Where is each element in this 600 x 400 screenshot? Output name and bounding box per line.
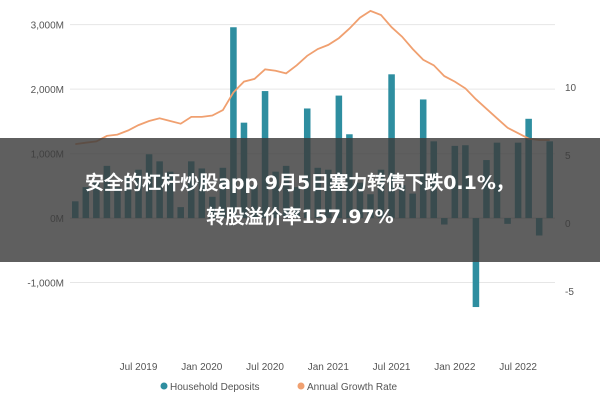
x-tick-label: Jan 2022 — [434, 362, 476, 373]
headline-line-2: 转股溢价率157.97% — [206, 206, 394, 228]
legend-marker-annual-growth-rate — [297, 382, 305, 390]
x-tick-label: Jul 2022 — [499, 362, 537, 373]
x-tick-label: Jul 2020 — [246, 362, 284, 373]
legend-label-annual-growth-rate: Annual Growth Rate — [307, 382, 397, 393]
left-tick-label: 3,000M — [31, 21, 64, 32]
x-tick-label: Jul 2019 — [120, 362, 158, 373]
x-tick-label: Jul 2021 — [373, 362, 411, 373]
bar — [230, 27, 237, 219]
line-series-annual-growth-rate — [75, 9, 550, 145]
left-tick-label: -1,000M — [27, 279, 64, 290]
growth-line — [75, 9, 550, 145]
bar — [472, 218, 480, 308]
legend: Household Deposits Annual Growth Rate — [160, 382, 397, 393]
x-tick-label: Jan 2020 — [181, 362, 223, 373]
x-axis: Jul 2019 Jan 2020 Jul 2020 Jan 2021 Jul 2021… — [120, 362, 538, 373]
headline-banner: 安全的杠杆炒股app 9月5日塞力转债下跌0.1%， 转股溢价率157.97% — [0, 138, 600, 262]
legend-marker-household-deposits — [160, 382, 168, 390]
right-tick-label: -5 — [565, 287, 574, 298]
legend-label-household-deposits: Household Deposits — [170, 382, 260, 393]
headline-line-1: 安全的杠杆炒股app 9月5日塞力转债下跌0.1%， — [85, 172, 515, 194]
x-tick-label: Jan 2021 — [308, 362, 350, 373]
left-tick-label: 2,000M — [31, 85, 64, 96]
right-tick-label: 10 — [565, 83, 577, 94]
